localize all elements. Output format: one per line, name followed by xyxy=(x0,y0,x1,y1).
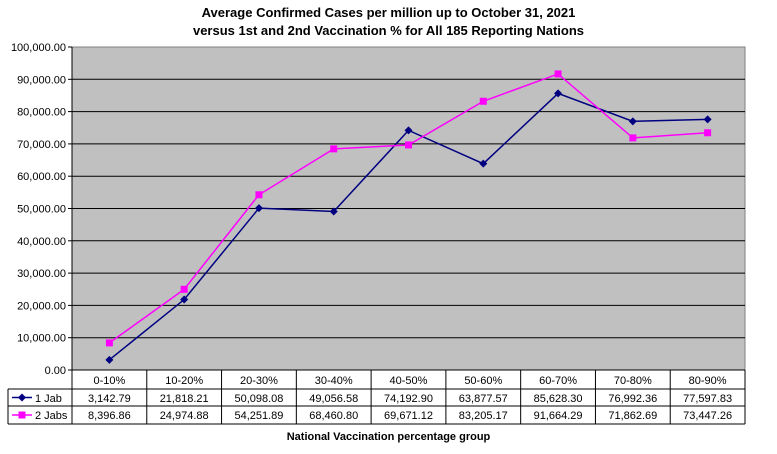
chart-title-line2: versus 1st and 2nd Vaccination % for All… xyxy=(192,23,585,38)
legend-label-1: 1 Jab xyxy=(35,393,62,405)
x-tick-label: 50-60% xyxy=(464,375,502,387)
table-value-1: 76,992.36 xyxy=(608,393,657,405)
x-tick-label: 40-50% xyxy=(390,375,428,387)
data-point-1 xyxy=(628,117,637,126)
table-value-1: 49,056.58 xyxy=(309,393,358,405)
y-tick-label: 70,000.00 xyxy=(17,139,66,151)
data-point-2 xyxy=(629,134,637,142)
x-axis-label: National Vaccination percentage group xyxy=(286,431,491,443)
data-point-2 xyxy=(255,191,263,199)
data-point-2 xyxy=(704,129,712,137)
y-tick-label: 10,000.00 xyxy=(17,333,66,345)
data-point-2 xyxy=(479,97,487,105)
table-value-1: 21,818.21 xyxy=(160,393,209,405)
y-tick-label: 20,000.00 xyxy=(17,300,66,312)
data-point-1 xyxy=(180,295,189,304)
table-value-2: 54,251.89 xyxy=(234,410,283,422)
data-point-2 xyxy=(105,339,113,347)
table-value-2: 73,447.26 xyxy=(683,410,732,422)
data-point-2 xyxy=(330,145,338,153)
x-tick-label: 20-30% xyxy=(240,375,278,387)
data-point-1 xyxy=(479,159,488,168)
y-tick-label: 0.00 xyxy=(45,365,66,377)
y-tick-label: 50,000.00 xyxy=(17,204,66,216)
table-value-2: 83,205.17 xyxy=(459,410,508,422)
chart-title: Average Confirmed Cases per million up t… xyxy=(0,4,777,40)
y-tick-label: 80,000.00 xyxy=(17,107,66,119)
legend-key-marker-1 xyxy=(18,393,26,402)
table-value-1: 3,142.79 xyxy=(88,393,131,405)
y-tick-label: 30,000.00 xyxy=(17,268,66,280)
table-value-1: 77,597.83 xyxy=(683,393,732,405)
y-tick-label: 90,000.00 xyxy=(17,74,66,86)
table-value-2: 71,862.69 xyxy=(608,410,657,422)
data-point-1 xyxy=(254,204,263,213)
table-value-1: 63,877.57 xyxy=(459,393,508,405)
data-point-1 xyxy=(105,355,114,364)
table-value-1: 74,192.90 xyxy=(384,393,433,405)
data-point-1 xyxy=(404,126,413,135)
y-tick-label: 40,000.00 xyxy=(17,236,66,248)
table-value-1: 85,628.30 xyxy=(534,393,583,405)
y-tick-label: 100,000.00 xyxy=(11,42,66,54)
data-point-1 xyxy=(703,115,712,124)
data-point-1 xyxy=(554,89,563,98)
data-point-2 xyxy=(554,70,562,78)
y-tick-label: 60,000.00 xyxy=(17,171,66,183)
table-value-2: 68,460.80 xyxy=(309,410,358,422)
data-point-1 xyxy=(329,207,338,216)
x-tick-label: 30-40% xyxy=(315,375,353,387)
x-tick-label: 80-90% xyxy=(689,375,727,387)
table-value-2: 69,671.12 xyxy=(384,410,433,422)
table-value-2: 8,396.86 xyxy=(88,410,131,422)
data-point-2 xyxy=(180,285,188,293)
table-value-1: 50,098.08 xyxy=(234,393,283,405)
table-value-2: 91,664.29 xyxy=(534,410,583,422)
x-tick-label: 60-70% xyxy=(539,375,577,387)
x-tick-label: 0-10% xyxy=(93,375,125,387)
legend-label-2: 2 Jabs xyxy=(35,410,68,422)
x-tick-label: 70-80% xyxy=(614,375,652,387)
table-value-2: 24,974.88 xyxy=(160,410,209,422)
legend-key-marker-2 xyxy=(18,411,26,419)
chart-title-line1: Average Confirmed Cases per million up t… xyxy=(201,5,576,20)
x-tick-label: 10-20% xyxy=(165,375,203,387)
data-point-2 xyxy=(405,141,412,149)
